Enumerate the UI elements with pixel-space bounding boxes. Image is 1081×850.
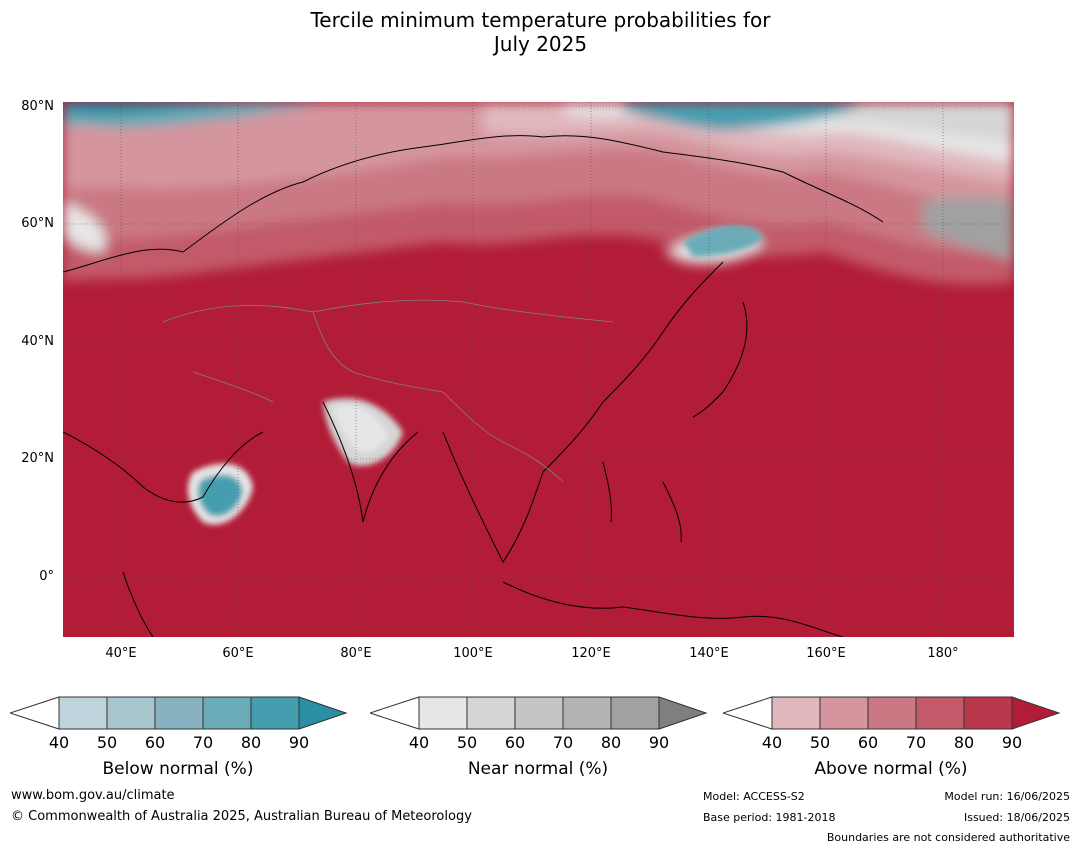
above-tick-60: 60 (857, 733, 879, 752)
lon-label-100e: 100°E (453, 646, 493, 661)
lon-label-160e: 160°E (806, 646, 846, 661)
lon-label-80e: 80°E (340, 646, 372, 661)
near-tick-60: 60 (504, 733, 526, 752)
lon-label-40e: 40°E (105, 646, 137, 661)
lat-label-20n: 20°N (21, 451, 54, 466)
arabian-sea-shading (187, 463, 253, 525)
title-line-2: July 2025 (493, 32, 588, 56)
coastlines (63, 135, 884, 637)
below-tick-90: 90 (288, 733, 310, 752)
below-tick-50: 50 (96, 733, 118, 752)
borders (162, 299, 614, 483)
above-colorbar-title: Above normal (%) (814, 759, 968, 779)
lat-label-80n: 80°N (21, 99, 54, 114)
chart-title: Tercile minimum temperature probabilitie… (0, 8, 1081, 56)
lat-label-60n: 60°N (21, 216, 54, 231)
colorbar-above (723, 696, 1061, 730)
footer-model-run: Model run: 16/06/2025 (944, 790, 1070, 803)
colorbar-near (370, 696, 708, 730)
okhotsk-shading (683, 225, 763, 257)
title-line-1: Tercile minimum temperature probabilitie… (310, 8, 771, 32)
above-tick-90: 90 (1001, 733, 1023, 752)
colorbar-below (10, 696, 348, 730)
lon-label-60e: 60°E (222, 646, 254, 661)
below-tick-60: 60 (144, 733, 166, 752)
graticule (63, 102, 1014, 637)
near-tick-40: 40 (408, 733, 430, 752)
footer-disclaimer: Boundaries are not considered authoritat… (826, 831, 1070, 844)
above-tick-40: 40 (761, 733, 783, 752)
footer-url: www.bom.gov.au/climate (11, 788, 175, 803)
near-tick-50: 50 (456, 733, 478, 752)
probability-map (63, 102, 1014, 637)
lat-label-40n: 40°N (21, 334, 54, 349)
map-svg (63, 102, 1014, 637)
lat-label-0: 0° (39, 569, 54, 584)
footer-issued: Issued: 18/06/2025 (963, 811, 1070, 824)
below-tick-70: 70 (192, 733, 214, 752)
india-shading (323, 398, 403, 466)
below-colorbar-title: Below normal (%) (102, 759, 254, 779)
footer-base-period: Base period: 1981-2018 (703, 811, 836, 824)
near-colorbar-title: Near normal (%) (467, 759, 609, 779)
above-tick-80: 80 (953, 733, 975, 752)
footer-copyright: © Commonwealth of Australia 2025, Austra… (11, 809, 472, 824)
northern-shading (63, 102, 1014, 285)
above-tick-70: 70 (905, 733, 927, 752)
lon-label-120e: 120°E (571, 646, 611, 661)
lon-label-180: 180° (927, 646, 959, 661)
above-tick-50: 50 (809, 733, 831, 752)
near-tick-70: 70 (552, 733, 574, 752)
lon-label-140e: 140°E (689, 646, 729, 661)
below-tick-80: 80 (240, 733, 262, 752)
below-tick-40: 40 (48, 733, 70, 752)
near-tick-80: 80 (600, 733, 622, 752)
near-tick-90: 90 (648, 733, 670, 752)
footer-model: Model: ACCESS-S2 (703, 790, 805, 803)
